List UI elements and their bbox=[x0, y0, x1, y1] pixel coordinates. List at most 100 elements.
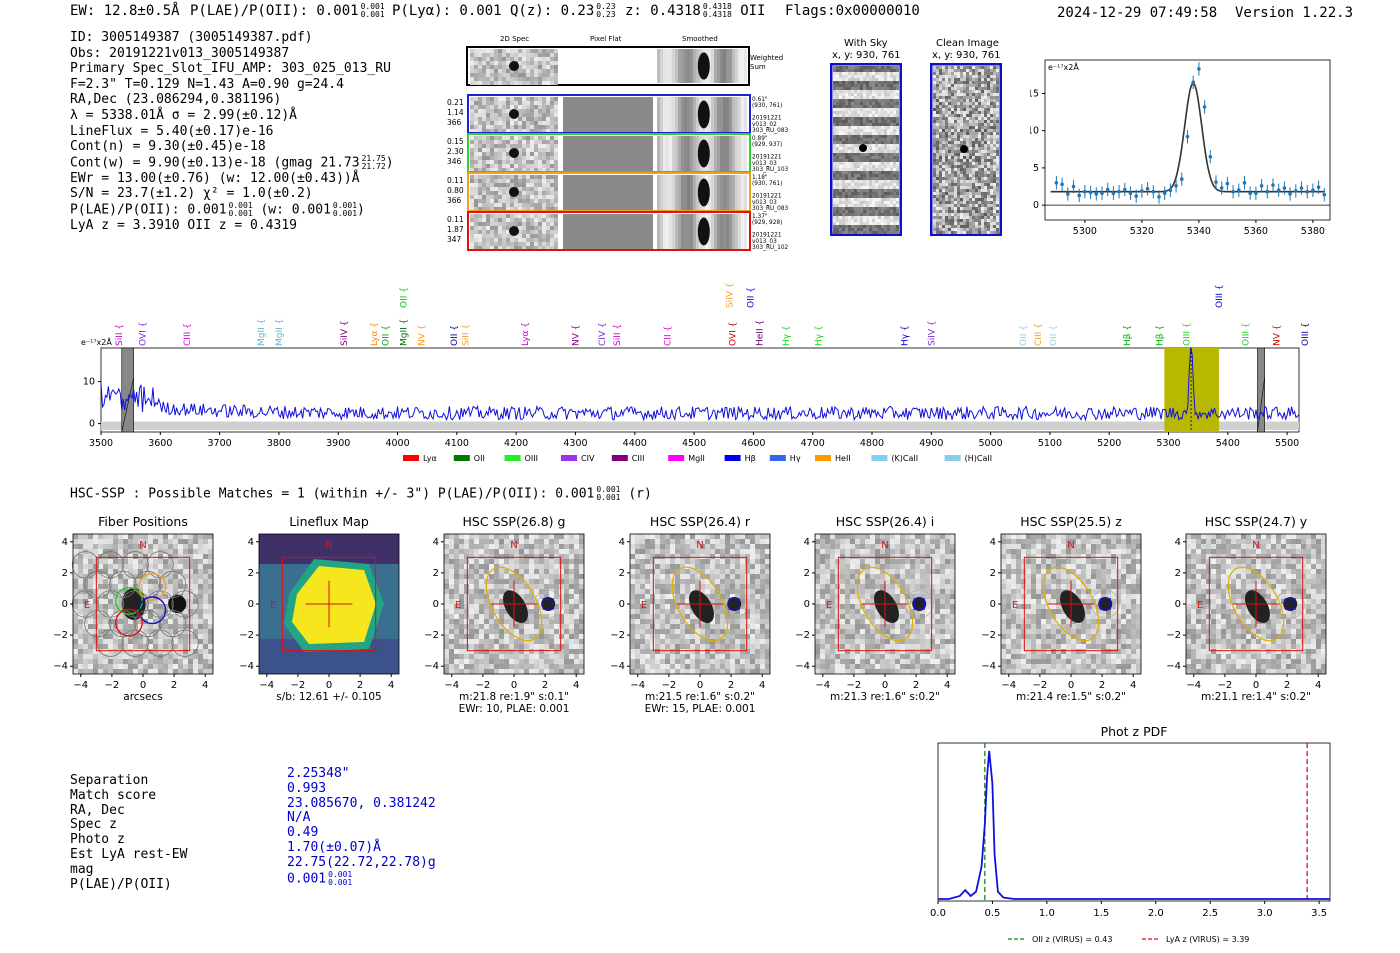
clean-pixel bbox=[960, 201, 963, 204]
sky-pixel bbox=[878, 93, 881, 96]
sky-pixel bbox=[863, 192, 866, 195]
noise-pixel bbox=[546, 144, 550, 148]
smooth-strip bbox=[660, 97, 663, 132]
noise-pixel bbox=[518, 69, 522, 73]
noise-pixel bbox=[482, 140, 486, 144]
sky-pixel bbox=[869, 120, 872, 123]
sky-pixel bbox=[845, 99, 848, 102]
clean-pixel bbox=[936, 156, 939, 159]
sky-pixel bbox=[198, 544, 203, 549]
sky-pixel bbox=[203, 639, 208, 644]
sky-pixel bbox=[857, 120, 860, 123]
sky-pixel bbox=[851, 171, 854, 174]
sky-pixel bbox=[872, 135, 875, 138]
noise-pixel bbox=[470, 183, 474, 187]
sky-pixel bbox=[83, 644, 88, 649]
sky-pixel bbox=[884, 198, 887, 201]
sky-pixel bbox=[854, 204, 857, 207]
sky-pixel bbox=[153, 644, 158, 649]
smooth-strip bbox=[729, 49, 732, 83]
smooth-strip bbox=[738, 175, 741, 210]
sky-pixel bbox=[118, 564, 123, 569]
clean-pixel bbox=[954, 201, 957, 204]
sky-pixel bbox=[848, 180, 851, 183]
noise-pixel bbox=[518, 214, 522, 218]
noise-pixel bbox=[546, 160, 550, 164]
sky-pixel bbox=[851, 81, 854, 84]
sky-pixel bbox=[83, 669, 88, 674]
clean-pixel bbox=[963, 102, 966, 105]
smooth-strip bbox=[666, 175, 669, 210]
clean-pixel bbox=[975, 213, 978, 216]
clean-pixel bbox=[966, 168, 969, 171]
clean-pixel bbox=[939, 141, 942, 144]
sky-pixel bbox=[887, 225, 890, 228]
sky-pixel bbox=[896, 108, 899, 111]
smooth-source bbox=[697, 100, 710, 129]
sky-pixel bbox=[444, 539, 449, 544]
clean-pixel bbox=[987, 72, 990, 75]
clean-pixel bbox=[942, 168, 945, 171]
clean-pixel bbox=[987, 120, 990, 123]
line-fit-chart: 05101553005320534053605380e⁻¹⁷x2Å bbox=[1030, 59, 1331, 235]
sky-pixel bbox=[836, 102, 839, 105]
sky-pixel bbox=[896, 216, 899, 219]
noise-pixel bbox=[554, 164, 558, 168]
clean-pixel bbox=[987, 153, 990, 156]
noise-pixel bbox=[538, 53, 542, 57]
sky-pixel bbox=[203, 564, 208, 569]
noise-pixel bbox=[530, 65, 534, 69]
noise-band bbox=[101, 421, 1299, 430]
noise-pixel bbox=[498, 168, 502, 172]
clean-pixel bbox=[960, 207, 963, 210]
sky-pixel bbox=[833, 150, 836, 153]
sky-pixel bbox=[839, 114, 842, 117]
noise-pixel bbox=[490, 175, 494, 179]
legend-label: HeII bbox=[835, 454, 851, 463]
noise-pixel bbox=[522, 218, 526, 222]
noise-pixel bbox=[550, 179, 554, 183]
clean-pixel bbox=[978, 132, 981, 135]
noise-pixel bbox=[534, 234, 538, 238]
sky-pixel bbox=[208, 584, 213, 589]
line-marker: Hγ { bbox=[901, 325, 911, 346]
sky-pixel bbox=[836, 111, 839, 114]
sky-pixel bbox=[872, 78, 875, 81]
clean-pixel bbox=[981, 72, 984, 75]
clean-pixel bbox=[990, 144, 993, 147]
sky-pixel bbox=[878, 144, 881, 147]
sky-pixel bbox=[896, 84, 899, 87]
noise-pixel bbox=[474, 226, 478, 230]
fiber-circle bbox=[96, 629, 124, 657]
clean-pixel bbox=[990, 228, 993, 231]
sky-pixel bbox=[857, 132, 860, 135]
sky-pixel bbox=[833, 84, 836, 87]
smooth-strip bbox=[690, 175, 693, 210]
noise-pixel bbox=[546, 175, 550, 179]
sky-pixel bbox=[857, 114, 860, 117]
noise-pixel bbox=[550, 242, 554, 246]
noise-pixel bbox=[522, 246, 526, 250]
noise-pixel bbox=[534, 183, 538, 187]
sky-pixel bbox=[887, 207, 890, 210]
sky-pixel bbox=[854, 183, 857, 186]
sky-pixel bbox=[836, 192, 839, 195]
noise-pixel bbox=[554, 230, 558, 234]
sky-pixel bbox=[168, 594, 173, 599]
sky-pixel bbox=[842, 207, 845, 210]
clean-pixel bbox=[942, 150, 945, 153]
sky-pixel bbox=[833, 147, 836, 150]
clean-pixel bbox=[945, 78, 948, 81]
clean-pixel bbox=[948, 78, 951, 81]
clean-pixel bbox=[975, 90, 978, 93]
noise-pixel bbox=[510, 144, 514, 148]
clean-pixel bbox=[945, 180, 948, 183]
noise-pixel bbox=[530, 207, 534, 211]
clean-pixel bbox=[933, 126, 936, 129]
sky-pixel bbox=[464, 624, 469, 629]
sky-pixel bbox=[168, 654, 173, 659]
sky-pixel bbox=[875, 153, 878, 156]
noise-pixel bbox=[522, 117, 526, 121]
sky-pixel bbox=[444, 534, 449, 539]
noise-pixel bbox=[530, 203, 534, 207]
